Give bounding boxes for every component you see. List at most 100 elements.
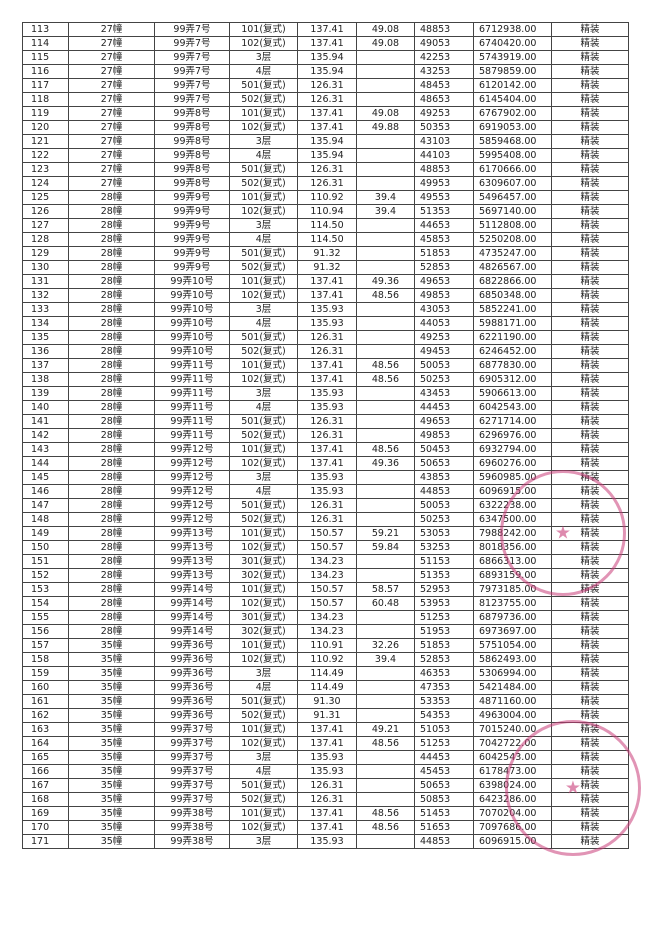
row-number-cell: 121 [22,134,69,149]
address-cell: 99弄10号 [154,288,230,303]
address-cell: 99弄11号 [154,428,230,443]
decoration-cell: 精装 [551,554,629,569]
address-cell: 99弄8号 [154,106,230,121]
extra-area-cell: 48.56 [356,288,415,303]
table-row: 165 35幢 99弄37号 3层 135.93 44453 6042543.00 精装 [22,750,629,765]
unit-price-cell: 50053 [414,498,474,513]
building-cell: 28幢 [68,414,155,429]
unit-cell: 101(复式) [229,582,298,597]
address-cell: 99弄38号 [154,820,230,835]
building-cell: 28幢 [68,302,155,317]
extra-area-cell: 48.56 [356,820,415,835]
area-cell: 126.31 [297,344,357,359]
table-row: 152 28幢 99弄13号 302(复式) 134.23 51353 6893159.00… [22,568,629,583]
extra-area-cell [356,218,415,233]
row-number-cell: 143 [22,442,69,457]
building-cell: 35幢 [68,694,155,709]
building-cell: 28幢 [68,330,155,345]
table-row: 138 28幢 99弄11号 102(复式) 137.41 48.56 50253 69053… [22,372,629,387]
row-number-cell: 146 [22,484,69,499]
decoration-cell: 精装 [551,330,629,345]
decoration-cell: 精装 [551,750,629,765]
row-number-cell: 169 [22,806,69,821]
decoration-cell: 精装 [551,288,629,303]
row-number-cell: 163 [22,722,69,737]
unit-price-cell: 44103 [414,148,474,163]
extra-area-cell [356,624,415,639]
total-price-cell: 8018356.00 [473,540,552,555]
building-cell: 28幢 [68,610,155,625]
extra-area-cell [356,78,415,93]
address-cell: 99弄12号 [154,456,230,471]
address-cell: 99弄7号 [154,64,230,79]
area-cell: 126.31 [297,162,357,177]
area-cell: 91.31 [297,708,357,723]
extra-area-cell [356,246,415,261]
unit-cell: 302(复式) [229,624,298,639]
decoration-cell: 精装 [551,218,629,233]
table-row: 156 28幢 99弄14号 302(复式) 134.23 51953 6973697.00… [22,624,629,639]
area-cell: 137.41 [297,274,357,289]
unit-cell: 3层 [229,666,298,681]
row-number-cell: 133 [22,302,69,317]
building-cell: 27幢 [68,134,155,149]
extra-area-cell: 49.08 [356,22,415,37]
table-row: 135 28幢 99弄10号 501(复式) 126.31 49253 6221190.00… [22,330,629,345]
unit-cell: 101(复式) [229,22,298,37]
total-price-cell: 7097686.00 [473,820,552,835]
table-row: 163 35幢 99弄37号 101(复式) 137.41 49.21 51053 70152… [22,722,629,737]
area-cell: 137.41 [297,736,357,751]
unit-cell: 102(复式) [229,204,298,219]
row-number-cell: 135 [22,330,69,345]
area-cell: 150.57 [297,526,357,541]
extra-area-cell: 39.4 [356,204,415,219]
address-cell: 99弄8号 [154,148,230,163]
price-list-document: 113 27幢 99弄7号 101(复式) 137.41 49.08 48853 671293… [22,22,629,849]
table-row: 121 27幢 99弄8号 3层 135.94 43103 5859468.00 精装 [22,134,629,149]
total-price-cell: 7015240.00 [473,722,552,737]
building-cell: 35幢 [68,750,155,765]
row-number-cell: 149 [22,526,69,541]
row-number-cell: 148 [22,512,69,527]
address-cell: 99弄13号 [154,526,230,541]
total-price-cell: 6221190.00 [473,330,552,345]
unit-cell: 101(复式) [229,106,298,121]
building-cell: 35幢 [68,736,155,751]
area-cell: 137.41 [297,372,357,387]
decoration-cell: 精装 [551,176,629,191]
table-row: 149 28幢 99弄13号 101(复式) 150.57 59.21 53053 79882… [22,526,629,541]
table-row: 143 28幢 99弄12号 101(复式) 137.41 48.56 50453 69327… [22,442,629,457]
extra-area-cell [356,470,415,485]
area-cell: 135.94 [297,134,357,149]
unit-price-cell: 49253 [414,106,474,121]
unit-price-cell: 46353 [414,666,474,681]
building-cell: 35幢 [68,722,155,737]
area-cell: 114.49 [297,680,357,695]
table-row: 128 28幢 99弄9号 4层 114.50 45853 5250208.00 精装 [22,232,629,247]
unit-price-cell: 45453 [414,764,474,779]
table-row: 155 28幢 99弄14号 301(复式) 134.23 51253 6879736.00… [22,610,629,625]
area-cell: 137.41 [297,288,357,303]
unit-price-cell: 43853 [414,470,474,485]
area-cell: 91.32 [297,260,357,275]
unit-cell: 3层 [229,302,298,317]
building-cell: 28幢 [68,246,155,261]
table-row: 124 27幢 99弄8号 502(复式) 126.31 49953 6309607.00 精… [22,176,629,191]
total-price-cell: 6932794.00 [473,442,552,457]
area-cell: 135.93 [297,750,357,765]
address-cell: 99弄7号 [154,78,230,93]
unit-cell: 3层 [229,750,298,765]
row-number-cell: 124 [22,176,69,191]
address-cell: 99弄12号 [154,512,230,527]
table-row: 153 28幢 99弄14号 101(复式) 150.57 58.57 52953 79731… [22,582,629,597]
row-number-cell: 125 [22,190,69,205]
extra-area-cell [356,680,415,695]
table-row: 134 28幢 99弄10号 4层 135.93 44053 5988171.00 精装 [22,316,629,331]
address-cell: 99弄11号 [154,372,230,387]
table-row: 132 28幢 99弄10号 102(复式) 137.41 48.56 49853 68503… [22,288,629,303]
unit-price-cell: 53953 [414,596,474,611]
decoration-cell: 精装 [551,582,629,597]
extra-area-cell [356,64,415,79]
extra-area-cell: 48.56 [356,442,415,457]
total-price-cell: 5995408.00 [473,148,552,163]
